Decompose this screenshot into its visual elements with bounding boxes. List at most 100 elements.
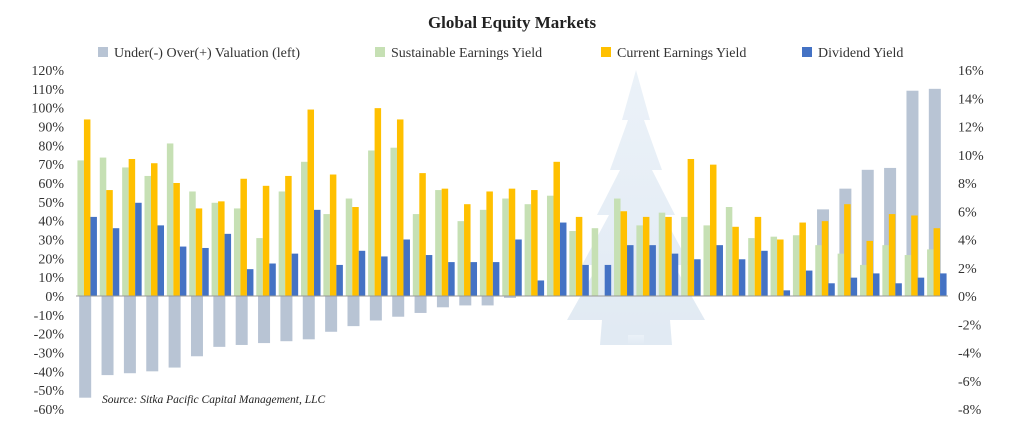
bar-4-4 [157,225,165,297]
bar-2-36 [859,264,867,296]
bar-4-20 [515,239,522,296]
bar-2-37 [882,245,889,296]
bar-4-1 [90,216,97,296]
legend: Under(-) Over(+) Valuation (left) Sustain… [98,46,903,61]
bar-2-19 [479,209,487,296]
right-tick-label: 16% [958,64,984,79]
left-tick-label: -40% [34,365,65,380]
bar-3-25 [620,211,628,296]
bar-4-16 [425,255,433,296]
bar-3-37 [888,214,896,296]
bar-3-4 [151,163,158,296]
right-tick-label: 14% [958,92,984,107]
left-tick-label: 100% [31,102,64,117]
right-tick-label: 12% [958,121,984,136]
left-tick-label: 0% [45,290,64,305]
right-tick-label: -8% [958,403,982,418]
bar-2-9 [256,238,263,296]
bar-2-20 [502,198,509,296]
bar-2-16 [412,214,420,296]
bar-3-2 [106,190,113,296]
bar-3-27 [665,216,672,296]
bar-2-12 [323,214,330,296]
bar-4-39 [940,273,947,296]
bar-3-16 [419,173,426,296]
bar-4-38 [917,277,925,296]
legend-label-4: Dividend Yield [818,46,903,61]
bar-2-17 [435,190,442,296]
bar-4-2 [112,228,120,296]
bar-1-20 [504,296,516,298]
bar-3-7 [218,201,225,296]
bar-1-15 [392,296,405,317]
bar-3-15 [396,119,404,296]
bar-4-35 [850,277,858,296]
bar-2-29 [703,225,710,297]
bar-1-16 [414,296,427,313]
chart-title: Global Equity Markets [428,13,597,32]
bar-4-15 [403,239,410,296]
bar-1-5 [168,296,181,368]
bar-4-30 [738,259,746,296]
bar-1-3 [123,296,136,374]
bar-2-13 [345,198,353,296]
bar-4-27 [671,253,679,297]
bar-3-11 [307,109,315,296]
left-tick-label: 50% [38,196,64,211]
bar-2-1 [77,160,84,296]
legend-swatch-3 [601,47,611,57]
left-tick-label: -10% [34,309,65,324]
right-tick-label: -4% [958,347,982,362]
bar-2-23 [569,231,576,296]
bar-3-35 [844,204,851,296]
bar-2-38 [904,255,912,296]
bar-3-5 [173,183,180,296]
bar-1-18 [459,296,472,306]
right-axis: -8% -6% -4% -2% 0% 2% 4% 6% 8% 10% 12% 14% 16% [958,64,984,418]
left-tick-label: -20% [34,328,65,343]
bar-2-33 [792,235,800,296]
left-tick-label: 10% [38,271,64,286]
bar-3-13 [352,207,359,296]
bar-4-31 [761,250,768,296]
left-tick-label: -50% [34,384,65,399]
bar-4-7 [224,233,232,296]
bar-4-25 [627,245,634,296]
bar-3-9 [262,185,270,296]
left-tick-label: 70% [38,158,64,173]
bar-3-8 [240,178,247,296]
bar-2-7 [211,202,219,296]
bar-3-29 [709,164,717,296]
bar-4-22 [559,222,567,296]
bar-1-12 [325,296,338,332]
bar-4-19 [492,262,500,296]
right-tick-label: 0% [958,290,977,305]
bar-2-6 [189,191,196,296]
right-tick-label: 2% [958,262,977,277]
bar-2-39 [927,249,934,296]
bar-3-31 [754,216,762,296]
legend-swatch-2 [375,47,385,57]
bar-2-21 [524,204,532,296]
bar-2-28 [681,216,688,296]
bar-3-1 [83,119,91,296]
bar-3-23 [575,216,583,296]
bar-1-2 [101,296,114,376]
left-tick-label: -60% [34,403,65,418]
bar-4-37 [895,283,902,296]
bar-4-17 [448,262,455,296]
right-tick-label: -6% [958,375,982,390]
bar-3-36 [866,240,873,296]
bar-2-4 [144,175,152,296]
legend-label-2: Sustainable Earnings Yield [391,46,542,61]
bar-3-17 [441,188,449,296]
left-tick-label: 30% [38,234,64,249]
bar-4-18 [470,262,478,296]
bar-3-30 [732,226,739,296]
left-tick-label: 110% [32,83,64,98]
bar-2-31 [748,238,755,296]
bar-3-28 [687,158,695,296]
bar-2-11 [301,161,308,296]
